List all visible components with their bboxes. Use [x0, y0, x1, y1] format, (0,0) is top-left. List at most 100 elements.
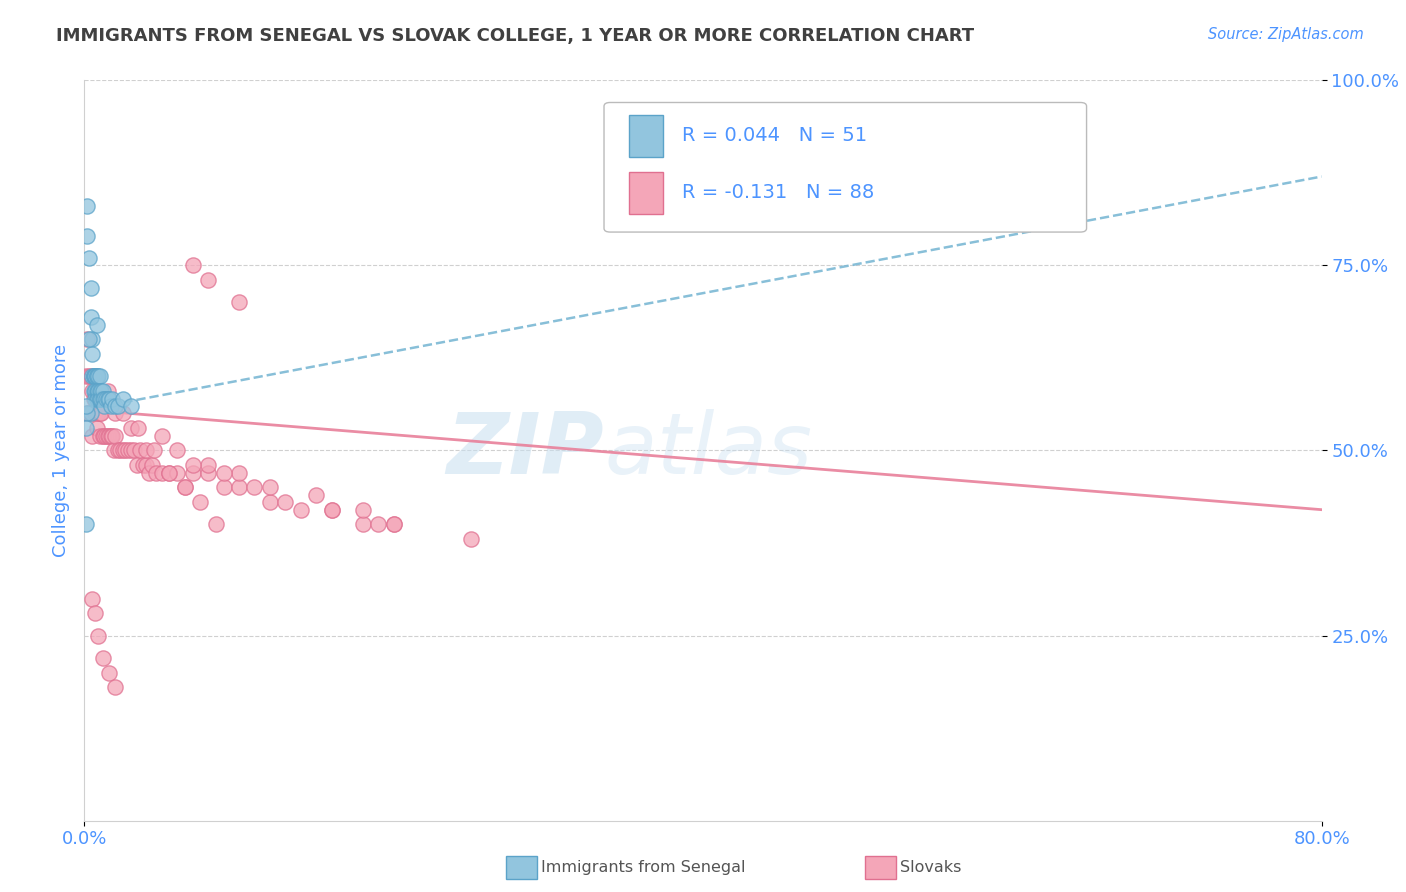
Point	[107, 443, 129, 458]
Point	[181, 466, 204, 480]
Point	[367, 517, 389, 532]
Point	[77, 407, 100, 421]
Point	[150, 466, 173, 480]
Point	[87, 384, 110, 399]
Point	[76, 332, 98, 346]
Point	[84, 407, 107, 421]
Point	[100, 399, 122, 413]
Text: Slovaks: Slovaks	[900, 860, 962, 874]
Point	[79, 407, 101, 421]
Point	[87, 628, 110, 642]
Text: IMMIGRANTS FROM SENEGAL VS SLOVAK COLLEGE, 1 YEAR OR MORE CORRELATION CHART: IMMIGRANTS FROM SENEGAL VS SLOVAK COLLEG…	[56, 27, 974, 45]
Point	[112, 407, 135, 421]
Point	[79, 280, 101, 294]
Point	[141, 458, 163, 473]
Point	[352, 517, 374, 532]
Point	[188, 495, 211, 509]
Point	[87, 392, 110, 406]
Point	[98, 392, 121, 406]
Point	[75, 517, 97, 532]
Point	[321, 502, 343, 516]
Point	[104, 407, 127, 421]
FancyBboxPatch shape	[628, 172, 664, 213]
Point	[83, 384, 105, 399]
Point	[117, 443, 139, 458]
Point	[83, 369, 105, 384]
Point	[89, 384, 111, 399]
Point	[86, 369, 108, 384]
Point	[143, 443, 166, 458]
Point	[79, 407, 101, 421]
Point	[91, 428, 114, 442]
Point	[96, 428, 118, 442]
Point	[89, 392, 111, 406]
Point	[91, 384, 114, 399]
Text: R = 0.044   N = 51: R = 0.044 N = 51	[682, 127, 868, 145]
Point	[181, 259, 204, 273]
Point	[159, 466, 180, 480]
Text: Immigrants from Senegal: Immigrants from Senegal	[541, 860, 745, 874]
Point	[101, 428, 124, 442]
Point	[197, 458, 219, 473]
Point	[84, 392, 107, 406]
Point	[87, 384, 110, 399]
Point	[91, 650, 114, 665]
Point	[197, 273, 219, 287]
Point	[104, 681, 127, 695]
Point	[86, 407, 108, 421]
Point	[112, 443, 135, 458]
FancyBboxPatch shape	[628, 115, 664, 156]
Point	[82, 347, 104, 361]
Point	[76, 228, 98, 243]
Point	[87, 369, 110, 384]
Point	[150, 428, 173, 442]
Point	[382, 517, 405, 532]
Point	[79, 369, 101, 384]
Point	[89, 392, 111, 406]
Point	[174, 480, 197, 494]
Point	[77, 332, 100, 346]
Point	[212, 480, 235, 494]
Point	[159, 466, 180, 480]
Point	[228, 466, 250, 480]
Point	[82, 369, 104, 384]
Text: atlas: atlas	[605, 409, 813, 492]
Point	[98, 665, 121, 680]
Point	[108, 443, 131, 458]
Point	[145, 466, 167, 480]
Point	[86, 384, 108, 399]
Point	[91, 392, 114, 406]
Point	[83, 369, 105, 384]
Point	[460, 533, 482, 547]
FancyBboxPatch shape	[605, 103, 1087, 232]
Point	[120, 443, 142, 458]
Y-axis label: College, 1 year or more: College, 1 year or more	[52, 344, 70, 557]
Point	[290, 502, 312, 516]
Text: ZIP: ZIP	[446, 409, 605, 492]
Point	[382, 517, 405, 532]
Point	[90, 384, 112, 399]
Point	[84, 607, 107, 621]
Point	[135, 458, 157, 473]
Point	[243, 480, 266, 494]
Point	[138, 466, 160, 480]
Point	[129, 443, 152, 458]
Point	[77, 251, 100, 265]
Point	[93, 392, 115, 406]
Point	[228, 295, 250, 310]
Point	[82, 428, 104, 442]
Point	[83, 392, 105, 406]
Point	[96, 384, 118, 399]
Point	[86, 318, 108, 332]
Point	[181, 458, 204, 473]
Point	[90, 392, 112, 406]
Point	[101, 392, 124, 406]
Point	[82, 591, 104, 606]
Point	[125, 458, 148, 473]
Point	[120, 421, 142, 435]
Point	[94, 392, 117, 406]
Point	[104, 428, 127, 442]
Point	[89, 369, 111, 384]
Point	[75, 399, 97, 413]
Text: R = -0.131   N = 88: R = -0.131 N = 88	[682, 184, 875, 202]
